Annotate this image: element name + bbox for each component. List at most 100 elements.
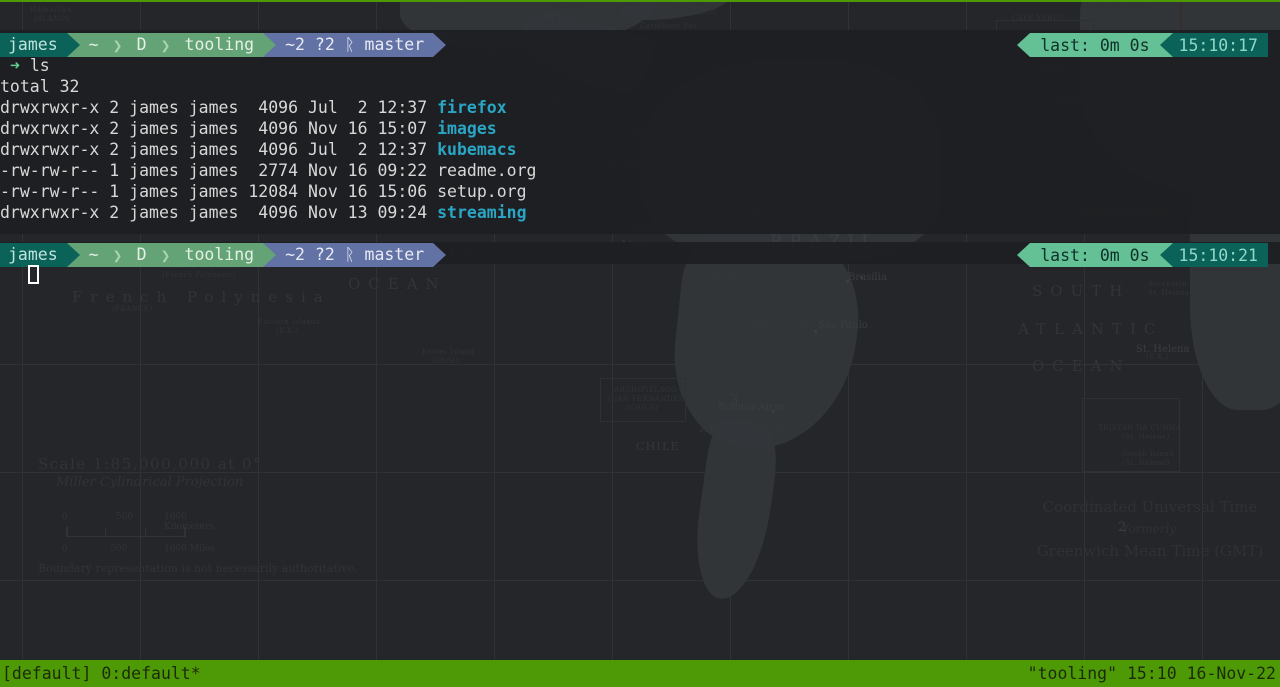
map-label: OCEAN (1032, 357, 1131, 375)
directory-name: firefox (437, 98, 507, 117)
file-metadata: -rw-rw-r-- 1 james james 2774 Nov 16 09:… (0, 161, 438, 180)
directory-name: streaming (437, 203, 527, 222)
prompt-segment-git-branch: ~2 ?2 ᚱ master (276, 243, 434, 267)
map-label: Mexico (437, 4, 466, 12)
prompt-segment-user: james (0, 33, 67, 57)
prompt-right-status: last: 0m 0s 15:10:21 (1017, 243, 1268, 267)
tmux-status-left[interactable]: [default] 0:default* (2, 664, 201, 683)
map-label: CUBA (620, 0, 644, 8)
prompt-segment-git-branch: ~2 ?2 ᚱ master (276, 33, 434, 57)
table-row: -rw-rw-r-- 1 james james 12084 Nov 16 15… (0, 181, 1280, 202)
map-label: Pitcairn Islands (258, 318, 320, 326)
prompt-separator-arrow (1017, 33, 1031, 57)
map-label: Ascension (1148, 280, 1188, 288)
map-label: Gough Island (1122, 450, 1175, 458)
ls-total: total 32 (0, 77, 80, 96)
map-label: (U.K.) (276, 327, 299, 335)
map-label: CHILE (636, 440, 680, 453)
map-scale-line: Scale 1:85,000,000 at 0° (38, 455, 263, 473)
prompt-separator-arrow (1159, 243, 1173, 267)
shell-prompt-line: james ~ ❯ D ❯ tooling ~2 ?2 ᚱ master (0, 243, 447, 267)
map-label: (St. Helena) (1122, 433, 1170, 441)
tmux-status-right[interactable]: "tooling" 15:10 16-Nov-22 (1027, 664, 1276, 683)
map-label: Easter Island (422, 348, 475, 356)
map-label: (U.K.) (1146, 353, 1169, 361)
map-label: HONDURAS (560, 18, 608, 26)
map-label: ISLANDS (34, 15, 71, 23)
map-label: CAPE VERDE (1012, 14, 1065, 22)
map-label: MAURITANIA (1092, 2, 1146, 10)
map-label: São Paulo (818, 320, 868, 331)
prompt-segment-user: james (0, 243, 67, 267)
prompt-chevron-icon: ❯ (107, 33, 128, 57)
prompt-segment-directory: tooling (175, 243, 264, 267)
utc-note-line2: formerly (1123, 522, 1177, 536)
tmux-status-bar[interactable]: [default] 0:default* "tooling" 15:10 16-… (0, 660, 1280, 687)
prompt-separator-arrow (66, 33, 80, 57)
map-label: PARAGUAY (754, 320, 827, 333)
map-label: TRISTAN DA CUNHA (1098, 424, 1182, 432)
shell-command-line: ➜ ls (0, 55, 1280, 76)
map-scale-legend: Scale 1:85,000,000 at 0° Miller Cylindri… (38, 455, 357, 575)
map-label: Caribbean Sea (640, 22, 698, 30)
prompt-segment-drive: D (127, 33, 156, 57)
table-row: drwxrwxr-x 2 james james 4096 Nov 13 09:… (0, 202, 1280, 223)
map-label: French Polynesia (72, 288, 331, 306)
map-label: URUGUAY (780, 398, 821, 406)
map-scale-bar: 0 500 1000 Kilometers 0 500 1000 Miles (62, 512, 215, 554)
map-label: (St. Helena) (1122, 459, 1170, 467)
map-projection-line: Miller Cylindrical Projection (56, 475, 244, 490)
map-label: ATLANTIC (1018, 320, 1164, 338)
map-scale-bar-graphic (66, 527, 186, 537)
map-label: BELIZE (552, 2, 583, 10)
prompt-segment-directory: tooling (175, 33, 264, 57)
prompt-right-status: last: 0m 0s 15:10:17 (1017, 33, 1268, 57)
map-label: (French Polynesia) (162, 271, 236, 279)
prompt-separator-arrow (66, 243, 80, 267)
directory-name: images (437, 119, 497, 138)
file-metadata: -rw-rw-r-- 1 james james 12084 Nov 16 15… (0, 182, 438, 201)
map-label: Brasília (848, 272, 887, 283)
prompt-chevron-icon: ❯ (155, 243, 176, 267)
map-label: St. Helena (1136, 344, 1190, 355)
terminal-cursor (28, 265, 39, 284)
map-inset-juan-fernandez (600, 378, 686, 422)
map-label: BOLIVIA (712, 272, 770, 285)
terminal-text-backdrop (0, 30, 1280, 234)
map-label: Buenos Aires (718, 402, 785, 413)
map-label: SOUTH (1032, 282, 1131, 300)
table-row: -rw-rw-r-- 1 james james 2774 Nov 16 09:… (0, 160, 1280, 181)
file-name: readme.org (437, 161, 537, 180)
utc-note-line1: Coordinated Universal Time (1042, 498, 1258, 516)
terminal-pane[interactable]: james ~ ❯ D ❯ tooling ~2 ?2 ᚱ master last: 0m 0… (0, 2, 1280, 660)
map-label: 2 (1118, 520, 1127, 535)
map-label: ARCHIPIÉLAGO (614, 386, 677, 394)
table-row: drwxrwxr-x 2 james james 4096 Jul 2 12:3… (0, 139, 1280, 160)
prompt-segment-drive: D (127, 243, 156, 267)
map-label: DOMINICAN (672, 0, 723, 8)
prompt-last-duration: last: 0m 0s (1030, 243, 1160, 267)
directory-name: kubemacs (437, 140, 517, 159)
map-label: (Chile) (432, 357, 459, 365)
prompt-separator-arrow (263, 33, 277, 57)
file-metadata: drwxrwxr-x 2 james james 4096 Jul 2 12:3… (0, 98, 438, 117)
map-inset-tristan (1082, 398, 1180, 472)
prompt-last-duration: last: 0m 0s (1030, 33, 1160, 57)
prompt-arrow-icon: ➜ (9, 56, 20, 75)
prompt-chevron-icon: ❯ (155, 33, 176, 57)
file-metadata: drwxrwxr-x 2 james james 4096 Nov 13 09:… (0, 203, 438, 222)
prompt-clock: 15:10:21 (1172, 243, 1268, 267)
map-label: HAWAIIAN (30, 6, 73, 14)
prompt-separator-arrow (1017, 243, 1031, 267)
map-label: (CHILE) (626, 404, 659, 412)
map-label: GUATEMALA (508, 18, 560, 26)
map-scale-footnote: Boundary representation is not necessari… (38, 562, 358, 575)
map-label: (FRANCE) (112, 305, 153, 313)
prompt-segment-home: ~ (79, 33, 108, 57)
prompt-segment-home: ~ (79, 243, 108, 267)
map-utc-note: Coordinated Universal Time formerly Gree… (1020, 496, 1280, 562)
map-label: 3 (730, 393, 739, 408)
map-label: ARGENTINA (700, 422, 783, 435)
map-label: OCEAN (348, 275, 447, 293)
